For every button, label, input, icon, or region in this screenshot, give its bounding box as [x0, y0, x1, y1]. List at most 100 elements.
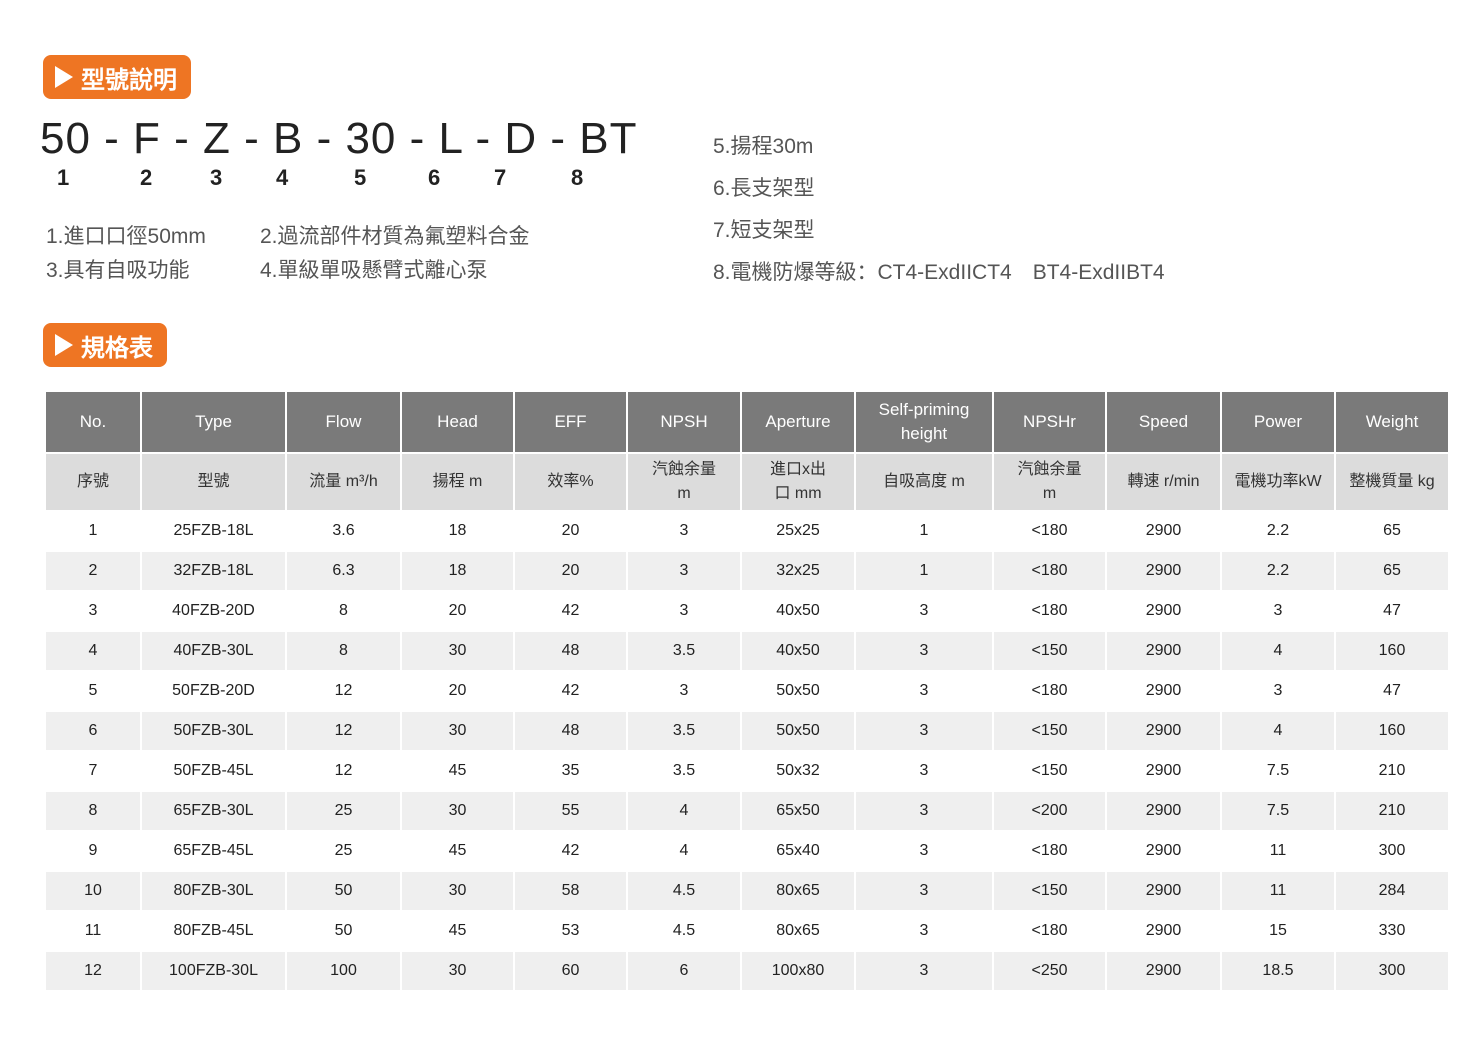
- table-row: 8 65FZB-30L 25 30 55 4 65x50 3 <200 2900 7.5 210: [46, 792, 1448, 830]
- note: 4.單級單吸懸臂式離心泵: [260, 259, 488, 282]
- table-cell: 8: [46, 792, 140, 830]
- table-cell: 6: [46, 712, 140, 750]
- table-cell: 40FZB-30L: [142, 632, 285, 670]
- table-cell: 25: [287, 792, 400, 830]
- table-cell: 6.3: [287, 552, 400, 590]
- table-cell: <180: [1031, 682, 1068, 699]
- notes-mid: 2.過流部件材質為氟塑料合金 4.單級單吸懸臂式離心泵: [260, 220, 530, 288]
- table-cell: 1: [919, 522, 929, 539]
- table-cell: 42: [561, 682, 580, 699]
- table-cell: 55: [515, 792, 626, 830]
- section-model-badge: 型號說明: [43, 55, 191, 99]
- model-code: 50 - F - Z - B - 30 - L - D - BT: [40, 114, 638, 163]
- table-cell: 48: [515, 632, 626, 670]
- table-cell: 50: [334, 922, 353, 939]
- table-cell: 3: [679, 522, 689, 539]
- table-cell: 18.5: [1222, 952, 1334, 990]
- table-cell: 210: [1336, 792, 1448, 830]
- column-subheader: 轉速 r/min: [1107, 454, 1220, 510]
- notes-right: 5.揚程30m 6.長支架型 7.短支架型 8.電機防爆等級：CT4-ExdII…: [713, 126, 1165, 294]
- table-cell: 2900: [1145, 682, 1182, 699]
- table-row: 12 100FZB-30L 100 30 60 6 100x80 3 <250 2900 18.5 3…: [46, 952, 1448, 990]
- table-cell: 80FZB-45L: [173, 922, 254, 939]
- table-cell: 18: [448, 522, 467, 539]
- table-cell: 3: [88, 602, 98, 619]
- table-row: 5 50FZB-20D 12 20 42 3 50x50 3 <180 2900 3 47: [46, 672, 1448, 710]
- table-cell: 45: [448, 922, 467, 939]
- table-cell: 50: [287, 872, 400, 910]
- note: 2.過流部件材質為氟塑料合金: [260, 225, 530, 248]
- table-row: 6 50FZB-30L 12 30 48 3.5 50x50 3 <150 2900 4 160: [46, 712, 1448, 750]
- table-cell: 300: [1336, 952, 1448, 990]
- table-cell: <150: [994, 712, 1105, 750]
- table-cell: 3: [919, 602, 929, 619]
- table-cell: 2900: [1107, 952, 1220, 990]
- table-row: 2 32FZB-18L 6.3 18 20 3 32x25 1 <180 2900 2.2 65: [46, 552, 1448, 590]
- table-cell: 8: [287, 632, 400, 670]
- table-cell: 47: [1383, 682, 1401, 699]
- table-cell: 12: [287, 712, 400, 750]
- table-cell: 9: [88, 842, 98, 859]
- table-row: 3 40FZB-20D 8 20 42 3 40x50 3 <180 2900 3 47: [46, 592, 1448, 630]
- section-spec-badge: 規格表: [43, 323, 167, 367]
- table-row: 4 40FZB-30L 8 30 48 3.5 40x50 3 <150 2900 4 160: [46, 632, 1448, 670]
- note: 8.電機防爆等級：CT4-ExdIICT4 BT4-ExdIIBT4: [713, 261, 1165, 284]
- table-cell: 3: [679, 602, 689, 619]
- table-cell: 4: [628, 792, 740, 830]
- table-cell: 40x50: [776, 602, 820, 619]
- column-subheader: 序號: [46, 454, 140, 510]
- table-cell: 50x50: [742, 712, 854, 750]
- table-cell: 50FZB-20D: [172, 682, 255, 699]
- play-icon: [55, 66, 73, 88]
- position-number: 3: [210, 165, 223, 190]
- column-subheader: 流量 m³/h: [287, 454, 400, 510]
- table-cell: 3.5: [672, 762, 696, 779]
- table-row: 1 25FZB-18L 3.6 18 20 3 25x25 1 <180 2900 2.2 65: [46, 512, 1448, 550]
- table-cell: 100FZB-30L: [142, 952, 285, 990]
- table-cell: 30: [402, 792, 513, 830]
- table-cell: 4.5: [672, 922, 696, 939]
- table-cell: 25: [334, 842, 353, 859]
- table-cell: 32FZB-18L: [142, 552, 285, 590]
- table-cell: 2900: [1145, 842, 1182, 859]
- column-subheader: 自吸高度 m: [856, 454, 992, 510]
- table-cell: 40x50: [742, 632, 854, 670]
- table-cell: 3: [919, 842, 929, 859]
- table-cell: 2900: [1107, 632, 1220, 670]
- table-row: 10 80FZB-30L 50 30 58 4.5 80x65 3 <150 2900 11 284: [46, 872, 1448, 910]
- table-cell: 40FZB-20D: [172, 602, 255, 619]
- column-header: Speed: [1107, 392, 1220, 452]
- column-header: EFF: [515, 392, 626, 452]
- table-cell: 3: [1273, 602, 1283, 619]
- table-cell: 7.5: [1222, 792, 1334, 830]
- table-cell: 65FZB-45L: [173, 842, 254, 859]
- table-cell: 30: [402, 872, 513, 910]
- column-header: Head: [402, 392, 513, 452]
- table-cell: 4.5: [628, 872, 740, 910]
- table-cell: 100: [287, 952, 400, 990]
- table-cell: 4: [1222, 712, 1334, 750]
- table-cell: 2900: [1145, 522, 1182, 539]
- position-number: 6: [428, 165, 441, 190]
- table-cell: 65: [1383, 522, 1401, 539]
- table-cell: 3: [628, 552, 740, 590]
- table-cell: 20: [561, 522, 580, 539]
- table-cell: 15: [1269, 922, 1287, 939]
- table-cell: 18: [402, 552, 513, 590]
- table-cell: 3.5: [628, 712, 740, 750]
- table-cell: 11: [84, 922, 102, 939]
- table-cell: 65FZB-30L: [142, 792, 285, 830]
- table-cell: 5: [88, 682, 98, 699]
- position-number: 5: [354, 165, 367, 190]
- table-cell: 20: [515, 552, 626, 590]
- column-header: Flow: [287, 392, 400, 452]
- column-header: NPSHr: [994, 392, 1105, 452]
- table-cell: 2900: [1145, 922, 1182, 939]
- table-cell: 7.5: [1266, 762, 1290, 779]
- column-subheader: 汽蝕余量 m: [628, 454, 740, 510]
- position-number: 4: [276, 165, 289, 190]
- table-cell: 160: [1336, 712, 1448, 750]
- table-cell: 2900: [1107, 872, 1220, 910]
- table-cell: 11: [1269, 842, 1287, 859]
- table-cell: 58: [515, 872, 626, 910]
